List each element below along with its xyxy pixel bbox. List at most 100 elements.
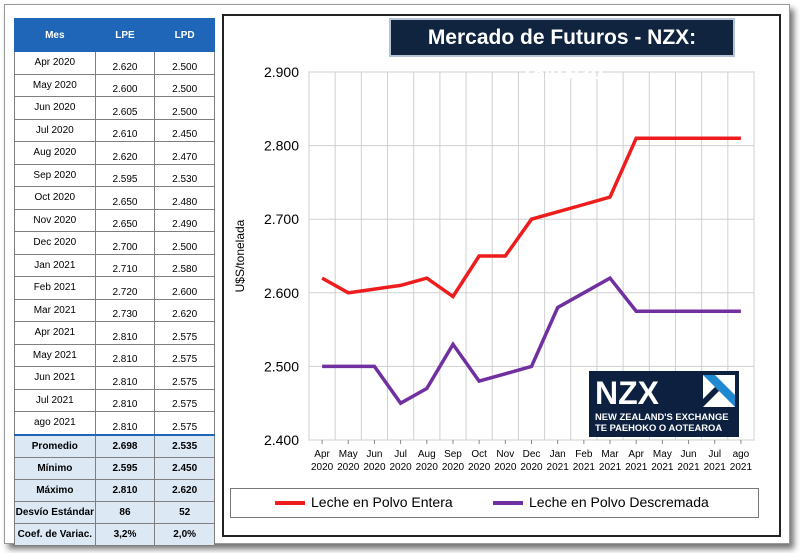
table-row: Apr 2020 2.620 2.500 bbox=[14, 51, 215, 75]
table-row: Oct 2020 2.650 2.480 bbox=[14, 186, 215, 210]
x-tick-label-year: 2021 bbox=[677, 462, 700, 473]
cell-month: Oct 2020 bbox=[14, 186, 96, 210]
stat-lpd: 2,0% bbox=[154, 522, 215, 546]
stat-label: Mínimo bbox=[14, 456, 96, 480]
table-row: Jul 2021 2.810 2.575 bbox=[14, 388, 215, 412]
x-tick-label-year: 2020 bbox=[389, 462, 412, 473]
stat-row: Coef. de Variac. 3,2% 2,0% bbox=[14, 522, 215, 546]
stat-lpd: 52 bbox=[154, 500, 215, 524]
table-row: Dec 2020 2.700 2.500 bbox=[14, 231, 215, 255]
x-tick-label-month: Mar bbox=[601, 449, 619, 460]
x-tick-label-month: Sep bbox=[444, 449, 462, 460]
stat-row: Mínimo 2.595 2.450 bbox=[14, 456, 215, 480]
stat-lpd: 2.450 bbox=[154, 456, 215, 480]
legend-label-lpe: Leche en Polvo Entera bbox=[311, 494, 453, 510]
table-row: May 2020 2.600 2.500 bbox=[14, 73, 215, 97]
nzx-logo-line1: NEW ZEALAND'S EXCHANGE bbox=[595, 411, 728, 422]
table-row: Nov 2020 2.650 2.490 bbox=[14, 208, 215, 232]
cell-lpd: 2.575 bbox=[154, 321, 215, 345]
x-tick-label-month: May bbox=[339, 449, 358, 460]
x-tick-label-month: Aug bbox=[418, 449, 436, 460]
stat-label: Máximo bbox=[14, 478, 96, 502]
cell-lpd: 2.575 bbox=[154, 411, 215, 435]
stat-label: Coef. de Variac. bbox=[14, 522, 96, 546]
stat-lpe: 86 bbox=[94, 500, 156, 524]
cell-month: Dec 2020 bbox=[14, 231, 96, 255]
cell-month: ago 2021 bbox=[14, 411, 96, 435]
header-lpe: LPE bbox=[94, 18, 156, 52]
header-mes: Mes bbox=[14, 18, 96, 52]
cell-lpd: 2.450 bbox=[154, 118, 215, 142]
x-tick-label-year: 2021 bbox=[547, 462, 570, 473]
table-row: Jan 2021 2.710 2.580 bbox=[14, 253, 215, 277]
chart-title: Mercado de Futuros - NZX: 18/03/20 bbox=[389, 18, 735, 84]
cell-lpe: 2.610 bbox=[94, 118, 156, 142]
cell-lpd: 2.600 bbox=[154, 276, 215, 300]
table-row: Mar 2021 2.730 2.620 bbox=[14, 298, 215, 322]
line-chart: 2.400 2.500 2.600 2.700 2.800 2.900 Apr 2020 May… bbox=[233, 64, 755, 473]
x-tick-label-month: Jul bbox=[394, 449, 407, 460]
x-tick-label-year: 2021 bbox=[573, 462, 596, 473]
table-header-row: Mes LPE LPD bbox=[14, 18, 215, 52]
cell-month: Jun 2020 bbox=[14, 96, 96, 120]
futures-table: Mes LPE LPD Apr 2020 2.620 2.500 May 2020 2.… bbox=[14, 18, 215, 546]
x-tick-label-year: 2020 bbox=[468, 462, 491, 473]
table-row: Feb 2021 2.720 2.600 bbox=[14, 276, 215, 300]
x-tick-label-month: Jun bbox=[366, 449, 382, 460]
stat-lpd: 2.620 bbox=[154, 478, 215, 502]
y-axis-label: U$S/tonelada bbox=[233, 219, 247, 292]
cell-lpd: 2.470 bbox=[154, 141, 215, 165]
x-tick-label-year: 2020 bbox=[494, 462, 517, 473]
stat-lpe: 3,2% bbox=[94, 522, 156, 546]
cell-lpe: 2.730 bbox=[94, 298, 156, 322]
cell-lpd: 2.500 bbox=[154, 73, 215, 97]
cell-lpe: 2.810 bbox=[94, 321, 156, 345]
header-lpd: LPD bbox=[154, 18, 215, 52]
x-tick-label-year: 2020 bbox=[337, 462, 360, 473]
cell-month: Jul 2021 bbox=[14, 388, 96, 412]
stat-label: Promedio bbox=[14, 433, 96, 458]
y-tick-label: 2.900 bbox=[264, 64, 299, 80]
cell-lpd: 2.500 bbox=[154, 231, 215, 255]
cell-lpd: 2.530 bbox=[154, 163, 215, 187]
nzx-logo-line2: TE PAEHOKO O AOTEAROA bbox=[595, 422, 722, 433]
stat-row: Promedio 2.698 2.535 bbox=[14, 433, 215, 458]
cell-lpd: 2.500 bbox=[154, 96, 215, 120]
stat-label: Desvío Estándar bbox=[14, 500, 96, 524]
cell-lpe: 2.650 bbox=[94, 208, 156, 232]
cell-lpe: 2.620 bbox=[94, 141, 156, 165]
x-tick-label-month: May bbox=[653, 449, 672, 460]
table-row: Jul 2020 2.610 2.450 bbox=[14, 118, 215, 142]
cell-lpe: 2.720 bbox=[94, 276, 156, 300]
y-tick-label: 2.600 bbox=[264, 285, 299, 301]
table-row: May 2021 2.810 2.575 bbox=[14, 343, 215, 367]
cell-month: Feb 2021 bbox=[14, 276, 96, 300]
x-tick-label-month: ago bbox=[733, 449, 750, 460]
cell-month: Mar 2021 bbox=[14, 298, 96, 322]
stat-row: Máximo 2.810 2.620 bbox=[14, 478, 215, 502]
cell-lpe: 2.620 bbox=[94, 51, 156, 75]
table-row: Jun 2020 2.605 2.500 bbox=[14, 96, 215, 120]
x-tick-label-year: 2021 bbox=[704, 462, 727, 473]
cell-lpd: 2.580 bbox=[154, 253, 215, 277]
cell-lpe: 2.710 bbox=[94, 253, 156, 277]
cell-month: Jun 2021 bbox=[14, 366, 96, 390]
cell-month: May 2021 bbox=[14, 343, 96, 367]
x-tick-label-month: Oct bbox=[471, 449, 487, 460]
x-tick-label-year: 2020 bbox=[442, 462, 465, 473]
nzx-logo-mark: NZX bbox=[595, 375, 660, 411]
cell-lpe: 2.700 bbox=[94, 231, 156, 255]
x-tick-label-month: Jun bbox=[680, 449, 696, 460]
cell-lpe: 2.810 bbox=[94, 366, 156, 390]
x-tick-label-month: Feb bbox=[575, 449, 593, 460]
cell-lpd: 2.620 bbox=[154, 298, 215, 322]
stat-lpe: 2.595 bbox=[94, 456, 156, 480]
cell-lpe: 2.810 bbox=[94, 343, 156, 367]
y-tick-label: 2.500 bbox=[264, 358, 299, 374]
cell-lpe: 2.810 bbox=[94, 388, 156, 412]
legend-swatch-lpd bbox=[493, 501, 523, 506]
cell-lpe: 2.600 bbox=[94, 73, 156, 97]
x-tick-label-month: Apr bbox=[314, 449, 330, 460]
stat-lpd: 2.535 bbox=[154, 433, 215, 458]
x-tick-label-year: 2020 bbox=[311, 462, 334, 473]
